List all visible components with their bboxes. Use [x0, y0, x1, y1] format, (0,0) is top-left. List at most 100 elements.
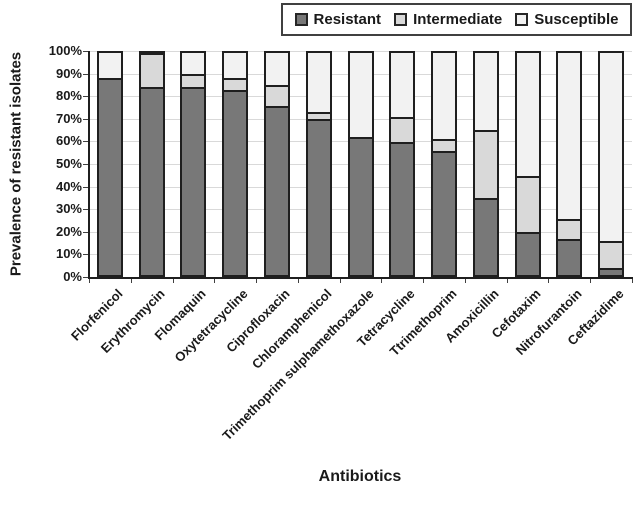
bar-segment-susceptible-ttrimethoprim [431, 51, 458, 142]
y-tick-label-30: 30% [55, 201, 82, 217]
bar-segment-intermediate-erythromycin [138, 55, 165, 89]
y-axis-line [88, 51, 90, 279]
bar-segment-susceptible-cefotaxim [514, 51, 541, 178]
y-tick-label-100: 100% [48, 43, 82, 58]
x-tick-6 [339, 279, 341, 283]
bar-segment-intermediate-oxytetracycline [222, 80, 249, 92]
bar-segment-intermediate-amoxicillin [472, 132, 499, 201]
x-tick-3 [214, 279, 216, 283]
bar-segment-susceptible-florfenicol [96, 51, 123, 81]
bar-segment-resistant-nitrofurantoin [556, 240, 583, 277]
bar-segment-susceptible-tetracycline [389, 51, 416, 119]
x-tick-13 [632, 279, 633, 283]
bar-segment-resistant-ceftazidime [598, 270, 625, 277]
y-tick-10 [83, 254, 88, 256]
x-tick-8 [423, 279, 425, 283]
bar-nitrofurantoin [556, 51, 583, 277]
bar-segment-susceptible-flomaquin [180, 51, 207, 76]
x-tick-5 [297, 279, 299, 283]
bar-segment-susceptible-erythromycin [138, 51, 165, 55]
bar-trimethoprim-sulphamethoxazole [347, 51, 374, 277]
bar-segment-susceptible-ciprofloxacin [263, 51, 290, 88]
bar-ceftazidime [598, 51, 625, 277]
y-tick-30 [83, 209, 88, 211]
bar-segment-intermediate-ceftazidime [598, 243, 625, 271]
y-tick-label-10: 10% [55, 246, 82, 262]
bar-chloramphenicol [305, 51, 332, 277]
bar-segment-intermediate-nitrofurantoin [556, 220, 583, 241]
bar-segment-susceptible-amoxicillin [472, 51, 499, 133]
bar-tetracycline [389, 51, 416, 277]
bar-amoxicillin [472, 51, 499, 277]
legend-label-intermediate: Intermediate [413, 11, 503, 28]
bar-segment-intermediate-cefotaxim [514, 177, 541, 235]
legend-item-intermediate: Intermediate [394, 11, 502, 28]
bar-segment-intermediate-ttrimethoprim [431, 141, 458, 153]
y-tick-80 [83, 96, 88, 98]
legend-swatch-resistant [294, 13, 308, 26]
x-tick-12 [590, 279, 592, 283]
bar-segment-susceptible-trimethoprim-sulphamethoxazole [347, 51, 374, 140]
bar-segment-susceptible-chloramphenicol [305, 51, 332, 115]
bar-segment-resistant-trimethoprim-sulphamethoxazole [347, 139, 374, 277]
y-tick-60 [83, 141, 88, 143]
x-tick-1 [130, 279, 132, 283]
bar-ciprofloxacin [263, 51, 290, 277]
bar-flomaquin [180, 51, 207, 277]
x-axis-title: Antibiotics [318, 468, 402, 485]
y-tick-50 [83, 164, 88, 165]
legend-label-resistant: Resistant [313, 11, 382, 28]
y-axis-title: Prevalence of resistant isolates [7, 51, 25, 277]
y-tick-label-90: 90% [55, 65, 82, 81]
y-tick-20 [83, 231, 88, 233]
legend-swatch-intermediate [394, 13, 408, 26]
y-tick-label-0: 0% [63, 269, 82, 284]
y-tick-label-60: 60% [55, 133, 82, 149]
bar-segment-intermediate-tetracycline [389, 118, 416, 144]
x-tick-9 [464, 279, 466, 283]
y-tick-label-40: 40% [55, 178, 82, 194]
bar-segment-resistant-amoxicillin [472, 200, 499, 277]
y-tick-label-20: 20% [55, 223, 82, 239]
bar-segment-susceptible-ceftazidime [598, 51, 625, 244]
legend-item-resistant: Resistant [294, 11, 382, 28]
bar-segment-intermediate-chloramphenicol [305, 114, 332, 122]
bar-cefotaxim [514, 51, 541, 277]
bar-segment-resistant-florfenicol [96, 80, 123, 277]
x-axis-line [88, 277, 633, 279]
y-tick-40 [83, 186, 88, 188]
bar-segment-intermediate-flomaquin [180, 75, 207, 90]
bar-ttrimethoprim [431, 51, 458, 277]
x-tick-0 [89, 279, 90, 283]
legend-swatch-susceptible [515, 13, 529, 26]
bar-segment-resistant-cefotaxim [514, 234, 541, 277]
y-tick-70 [83, 118, 88, 120]
y-tick-label-80: 80% [55, 88, 82, 104]
x-tick-2 [172, 279, 174, 283]
legend-label-susceptible: Susceptible [534, 11, 619, 28]
bar-segment-susceptible-nitrofurantoin [556, 51, 583, 221]
bar-segment-resistant-ciprofloxacin [263, 107, 290, 277]
y-tick-100 [83, 51, 88, 52]
x-tick-7 [381, 279, 383, 283]
bar-florfenicol [96, 51, 123, 277]
bar-segment-resistant-chloramphenicol [305, 121, 332, 277]
y-tick-label-70: 70% [55, 110, 82, 126]
bar-segment-resistant-flomaquin [180, 89, 207, 277]
plot-area [83, 51, 633, 283]
bar-erythromycin [138, 51, 165, 277]
y-tick-label-50: 50% [55, 156, 82, 171]
x-tick-4 [256, 279, 258, 283]
bar-segment-resistant-erythromycin [138, 88, 165, 277]
bar-segment-intermediate-ciprofloxacin [263, 87, 290, 108]
x-tick-10 [506, 279, 508, 283]
bar-segment-resistant-tetracycline [389, 143, 416, 277]
bar-segment-resistant-ttrimethoprim [431, 152, 458, 277]
bar-oxytetracycline [222, 51, 249, 277]
y-tick-90 [83, 73, 88, 75]
bar-segment-susceptible-oxytetracycline [222, 51, 249, 81]
legend-item-susceptible: Susceptible [515, 11, 618, 28]
bar-segment-resistant-oxytetracycline [222, 91, 249, 277]
x-tick-11 [548, 279, 550, 283]
